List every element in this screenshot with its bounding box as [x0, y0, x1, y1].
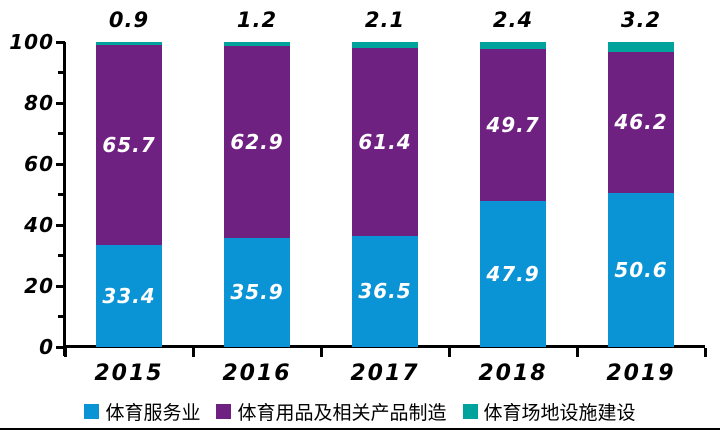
bar-segment-体育场地设施建设: [352, 42, 418, 49]
bar-segment-体育服务业: [352, 235, 418, 347]
bar-value-label: 35.9: [230, 280, 284, 305]
bar-top-label: 2.1: [364, 8, 406, 32]
bar-segment-体育服务业: [224, 237, 290, 347]
bar-segment-体育服务业: [480, 200, 546, 347]
bar-segment-体育场地设施建设: [96, 42, 162, 45]
legend-item: 体育服务业: [84, 398, 200, 425]
bar-value-label: 61.4: [358, 130, 412, 155]
bar-segment-体育用品及相关产品制造: [224, 45, 290, 238]
y-tick-label: 40: [24, 213, 54, 237]
legend-swatch-icon: [216, 404, 232, 419]
bar-segment-体育服务业: [96, 245, 162, 347]
y-major-tick: [56, 40, 65, 44]
x-tick: [63, 348, 67, 357]
bar-top-label: 2.4: [492, 8, 534, 32]
bar-top-label: 1.2: [236, 8, 278, 32]
y-tick-label: 60: [24, 152, 54, 176]
legend-swatch-icon: [84, 404, 100, 419]
bar-segment-体育服务业: [608, 192, 674, 347]
y-major-tick: [56, 223, 65, 227]
x-category-label: 2018: [478, 361, 548, 386]
legend-label: 体育服务业: [105, 402, 201, 424]
y-tick-label: 100: [9, 30, 54, 54]
y-minor-tick: [58, 71, 65, 74]
legend-label: 体育用品及相关产品制造: [237, 402, 447, 424]
x-category-label: 2017: [350, 361, 420, 386]
bar-value-label: 49.7: [486, 113, 540, 138]
y-minor-tick: [58, 132, 65, 135]
bar-top-label: 0.9: [108, 8, 150, 32]
bar-value-label: 47.9: [486, 261, 540, 286]
y-tick-label: 20: [24, 274, 54, 298]
x-tick: [447, 348, 451, 357]
bar-segment-体育用品及相关产品制造: [480, 49, 546, 201]
y-minor-tick: [58, 254, 65, 257]
bar-value-label: 50.6: [614, 257, 668, 282]
legend-swatch-icon: [462, 404, 478, 419]
bar-segment-体育用品及相关产品制造: [96, 44, 162, 246]
x-category-label: 2016: [222, 361, 292, 386]
legend-item: 体育用品及相关产品制造: [216, 398, 447, 425]
bar-segment-体育场地设施建设: [480, 42, 546, 50]
bar-value-label: 46.2: [614, 110, 668, 135]
bar-value-label: 36.5: [358, 279, 412, 304]
bar-segment-体育用品及相关产品制造: [608, 51, 674, 193]
bar-segment-体育场地设施建设: [608, 42, 674, 52]
legend-label: 体育场地设施建设: [483, 402, 636, 424]
y-tick-label: 80: [24, 91, 54, 115]
y-major-tick: [56, 101, 65, 105]
x-tick: [319, 348, 323, 357]
x-category-label: 2019: [606, 361, 676, 386]
y-minor-tick: [58, 193, 65, 196]
x-tick: [191, 348, 195, 357]
bar-value-label: 33.4: [102, 284, 156, 309]
legend: 体育服务业 体育用品及相关产品制造 体育场地设施建设: [0, 398, 720, 425]
y-major-tick: [56, 284, 65, 288]
y-tick-label: 0: [39, 335, 54, 359]
bar-value-label: 65.7: [102, 132, 156, 157]
y-axis-line: [63, 42, 66, 356]
legend-item: 体育场地设施建设: [462, 398, 636, 425]
y-minor-tick: [58, 315, 65, 318]
y-major-tick: [56, 162, 65, 166]
x-tick: [575, 348, 579, 357]
x-tick: [703, 348, 707, 357]
y-major-tick: [56, 345, 65, 349]
bar-segment-体育场地设施建设: [224, 42, 290, 46]
bar-value-label: 62.9: [230, 129, 284, 154]
bar-segment-体育用品及相关产品制造: [352, 48, 418, 236]
bottom-rule: [0, 428, 720, 430]
bar-top-label: 3.2: [620, 8, 662, 32]
x-category-label: 2015: [94, 361, 164, 386]
